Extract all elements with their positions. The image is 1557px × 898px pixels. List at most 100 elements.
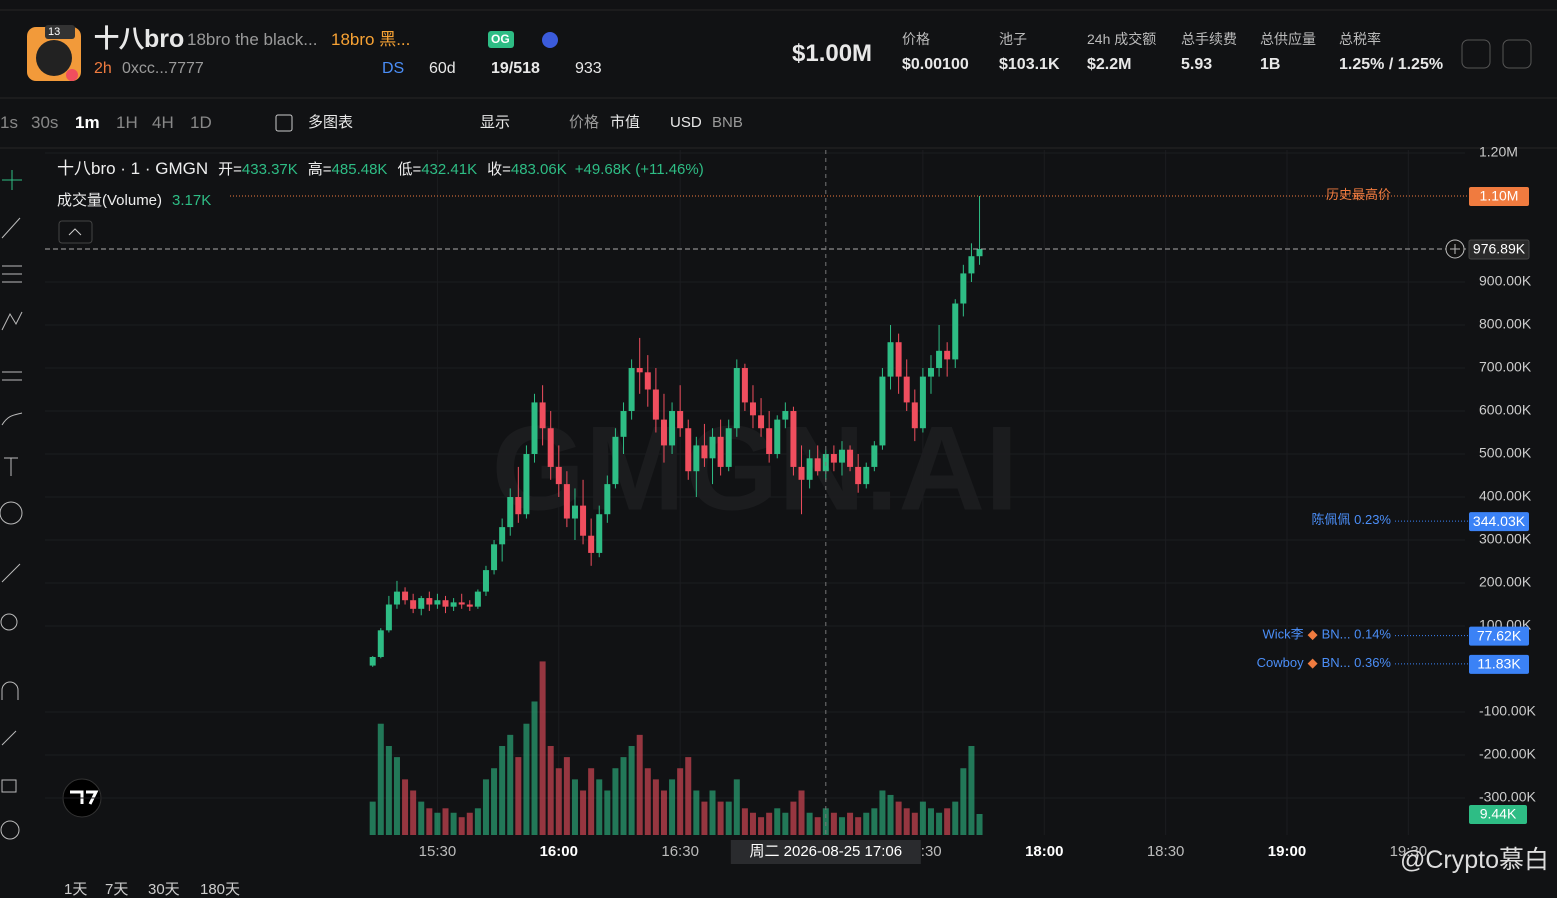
volume-bar [636,734,643,835]
collapse-button[interactable] [58,220,93,244]
address: 0xcc...7777 [122,60,204,77]
candle-body [636,368,643,373]
multi-chart[interactable]: 多图表 [308,114,354,131]
candle-body [814,458,821,472]
icon [542,32,558,48]
bnb-toggle[interactable]: BNB [712,114,743,131]
candle-body [385,604,392,631]
range-button[interactable]: 7天 [105,881,129,898]
volume-bar [393,757,400,835]
legend-change: +49.68K (+11.46%) [575,161,704,178]
legend-key: 低= [397,161,421,178]
volume-bar [523,723,530,835]
interval[interactable]: 30s [31,113,59,132]
candle-body [628,368,635,412]
token-alias: 18bro 黑... [331,30,411,49]
display-menu[interactable]: 显示 [480,114,511,131]
candle-body [580,505,587,536]
tv-logo-mark [70,790,99,805]
volume-bar [855,817,862,835]
stat-label: 总税率 [1339,31,1381,47]
candle-body [644,372,651,390]
volume-bar [863,812,870,835]
volume-bar [879,790,886,835]
y-tick-label: -200.00K [1479,746,1536,762]
candle-body [539,402,546,429]
candle-body [944,350,951,360]
alarm-button[interactable] [1461,39,1491,69]
og-bg [488,31,514,48]
volume-bar [660,790,667,835]
candle-body [677,411,684,429]
stat-label: 价格 [902,31,930,47]
volume-bar [644,768,651,835]
candle-body [911,402,918,429]
candle-body [741,368,748,403]
stat-label: 24h 成交额 [1087,31,1157,47]
candle-body [895,342,902,377]
interval[interactable]: 1D [190,113,212,132]
watermark: GMGN.AI [492,402,1019,536]
y-tick-label: -300.00K [1479,789,1536,805]
stat-value: 1.25% / 1.25% [1339,56,1444,73]
volume-bar [968,745,975,835]
volume-bar [976,813,983,835]
candle-body [410,600,417,609]
candle-body [555,466,562,485]
y-tick-label: 800.00K [1479,316,1532,332]
checkbox[interactable] [275,114,293,132]
volume-bar [701,801,708,835]
legend-value: 483.06K [511,161,567,178]
candle-body [960,273,967,304]
panel-button[interactable] [1502,39,1532,69]
y-tick-label: 600.00K [1479,402,1532,418]
candle-body [588,535,595,553]
candle-body [863,466,870,485]
avatar-badge: 13 [48,26,61,38]
candle-body [855,466,862,485]
range-button[interactable]: 180天 [200,881,241,898]
range-button[interactable]: 30天 [148,881,180,898]
volume-bar [628,745,635,835]
candle-body [782,411,789,420]
volume-bar [717,801,724,835]
candle-body [936,350,943,369]
usd-toggle[interactable]: USD [670,114,702,131]
candle-body [806,458,813,480]
interval[interactable]: 1s [0,113,18,132]
price-line-label: 陈佩佩 0.23% [1312,513,1392,528]
volume-legend: 成交量(Volume) 3.17K [57,191,211,209]
volume-value: 3.17K [172,192,211,209]
mcap-toggle[interactable]: 市值 [610,114,641,131]
stat-label: 总手续费 [1181,31,1237,47]
volume-bar [555,768,562,835]
volume-title: 成交量(Volume) [57,191,162,209]
avatar-cat [36,40,72,76]
candle-body [377,630,384,657]
interval[interactable]: 4H [152,113,174,132]
candle-body [879,376,886,446]
legend-key: 收= [487,161,511,178]
candle-body [571,505,578,519]
interval[interactable]: 1m [75,113,100,132]
volume-bar [466,812,473,835]
candle-body [758,415,765,429]
candle-body [596,514,603,553]
volume-bar [806,812,813,835]
price-toggle[interactable]: 价格 [569,114,600,131]
avatar-badge [66,69,78,81]
volume-bar [442,808,449,835]
range-button[interactable]: 1天 [64,881,88,898]
y-tick-label: 900.00K [1479,273,1532,289]
volume-bar [458,817,465,835]
x-tick-label: 16:00 [540,843,578,860]
volume-bar [685,757,692,835]
days: 60d [429,60,456,77]
price-tag [1468,239,1530,260]
volume-bar [596,779,603,835]
interval[interactable]: 1H [116,113,138,132]
volume-bar [693,790,700,835]
volume-bar [960,768,967,835]
candle-body [418,598,425,609]
